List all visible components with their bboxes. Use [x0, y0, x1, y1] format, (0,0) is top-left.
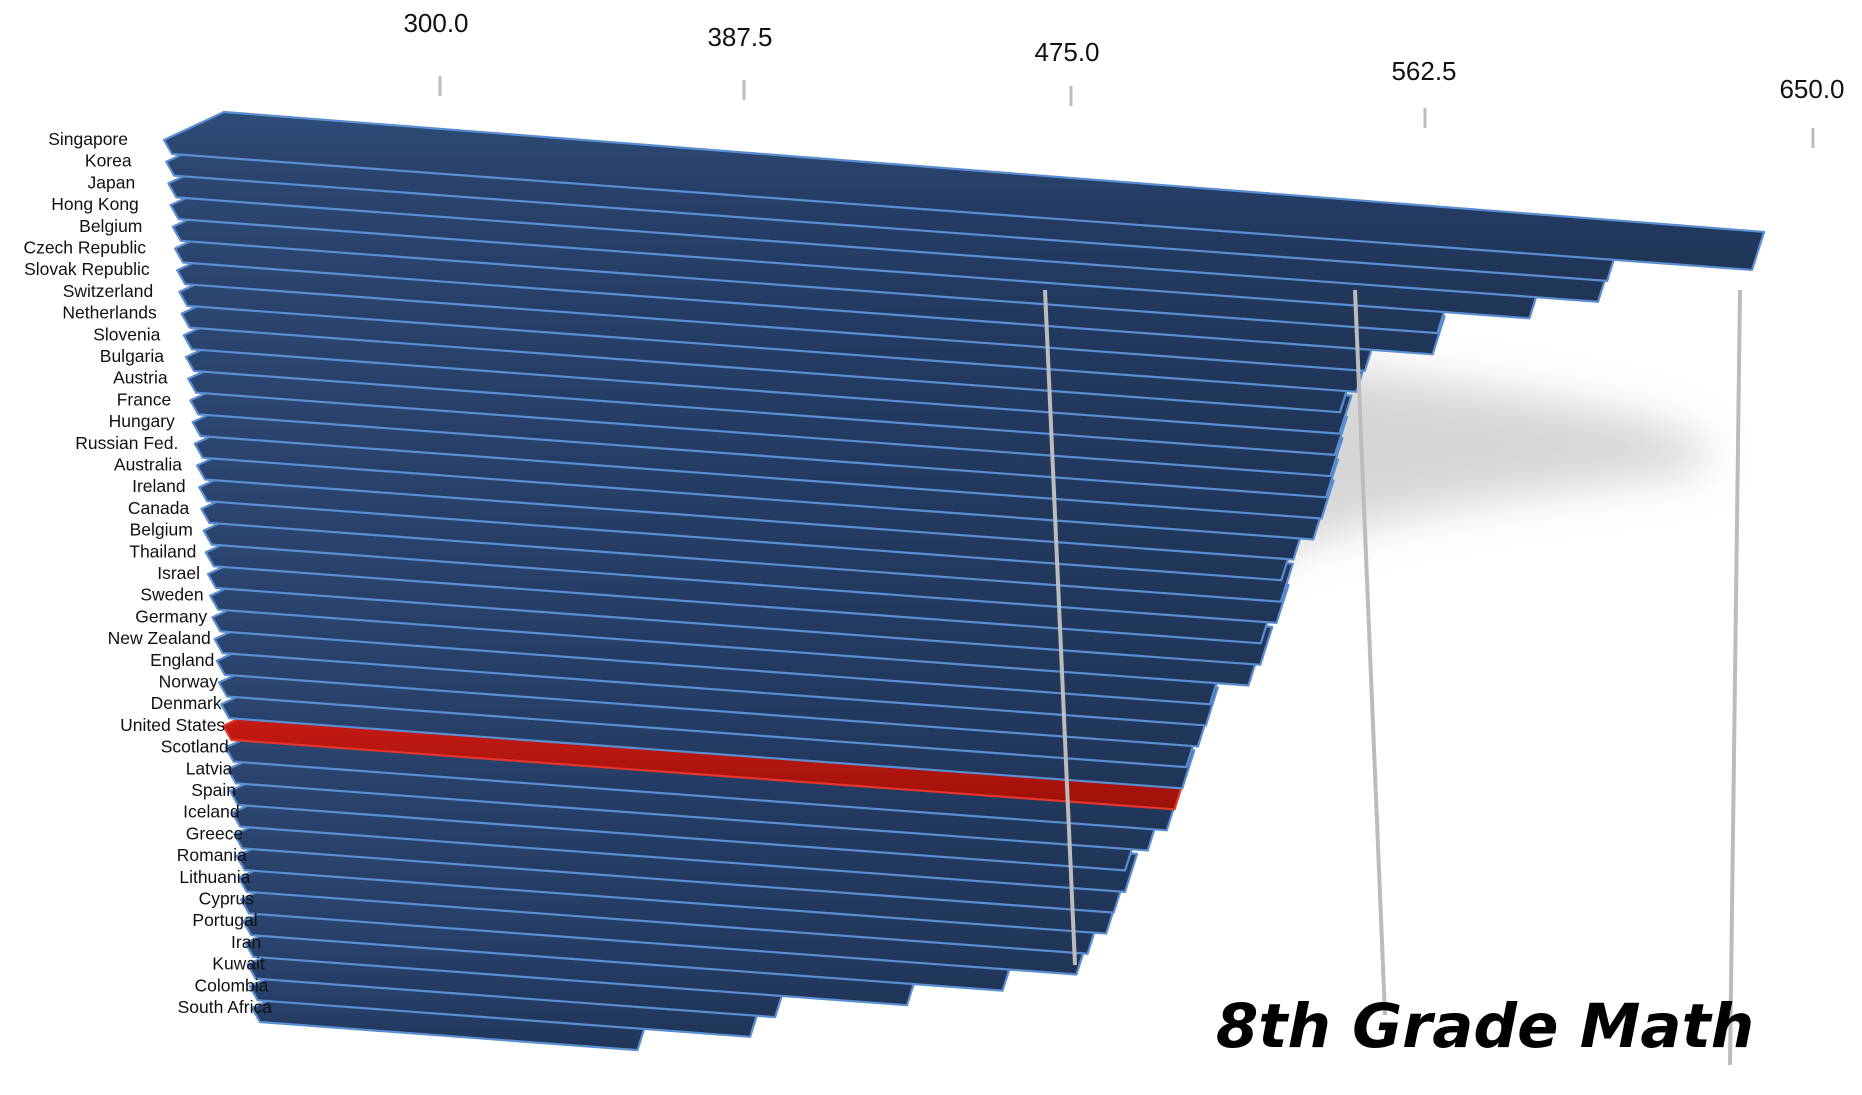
category-label: Lithuania — [179, 867, 250, 887]
category-label: England — [150, 650, 214, 670]
category-label: Germany — [135, 606, 207, 626]
category-label: New Zealand — [108, 628, 211, 648]
category-label: Czech Republic — [23, 238, 146, 258]
category-label: Colombia — [194, 975, 268, 995]
x-tick-label: 562.5 — [1391, 56, 1456, 86]
category-label: Netherlands — [62, 303, 157, 323]
category-label: Switzerland — [63, 281, 153, 301]
gridline — [1353, 289, 1387, 1016]
bars — [162, 110, 1766, 1052]
category-label: Belgium — [79, 216, 142, 236]
category-label: Israel — [157, 563, 200, 583]
x-tick-label: 300.0 — [403, 8, 468, 38]
category-label: Greece — [186, 823, 243, 843]
category-label: Cyprus — [199, 889, 255, 909]
x-axis-tick-labels: 300.0 387.5 475.0 562.5 650.0 — [403, 8, 1844, 104]
category-label: Slovenia — [93, 324, 160, 344]
x-tick-label: 650.0 — [1779, 74, 1844, 104]
gridlines-front — [1043, 289, 1742, 1066]
category-label: Bulgaria — [100, 346, 164, 366]
gridline — [1043, 289, 1077, 966]
category-label: Hong Kong — [51, 194, 139, 214]
bar — [162, 110, 1766, 272]
category-label: Iran — [231, 932, 261, 952]
chart-title: 8th Grade Math — [1216, 991, 1754, 1062]
category-label: Romania — [177, 845, 247, 865]
category-label: Thailand — [129, 541, 196, 561]
category-label: Portugal — [192, 910, 257, 930]
category-label: Austria — [113, 368, 168, 388]
category-label: Japan — [88, 172, 136, 192]
category-label: Sweden — [140, 585, 203, 605]
category-label: Singapore — [48, 129, 128, 149]
category-label: Korea — [85, 151, 132, 171]
category-label: Kuwait — [212, 954, 265, 974]
category-label: Scotland — [161, 737, 229, 757]
gridlines — [438, 76, 1815, 148]
category-label: Norway — [159, 672, 219, 692]
category-label: Russian Fed. — [75, 433, 178, 453]
category-label: Latvia — [186, 758, 233, 778]
x-tick-label: 475.0 — [1034, 37, 1099, 67]
category-label: Hungary — [109, 411, 175, 431]
category-label: Spain — [191, 780, 236, 800]
category-label: Canada — [128, 498, 190, 518]
category-label: Belgium — [130, 520, 193, 540]
category-label: Slovak Republic — [24, 259, 150, 279]
category-label: Denmark — [151, 693, 222, 713]
category-label: Ireland — [132, 476, 186, 496]
category-label: Australia — [114, 455, 182, 475]
category-label: South Africa — [178, 997, 273, 1017]
category-label: Iceland — [183, 802, 239, 822]
x-tick-label: 387.5 — [707, 22, 772, 52]
category-label: France — [117, 389, 171, 409]
category-label: United States — [120, 715, 225, 735]
gridline — [1728, 289, 1742, 1066]
